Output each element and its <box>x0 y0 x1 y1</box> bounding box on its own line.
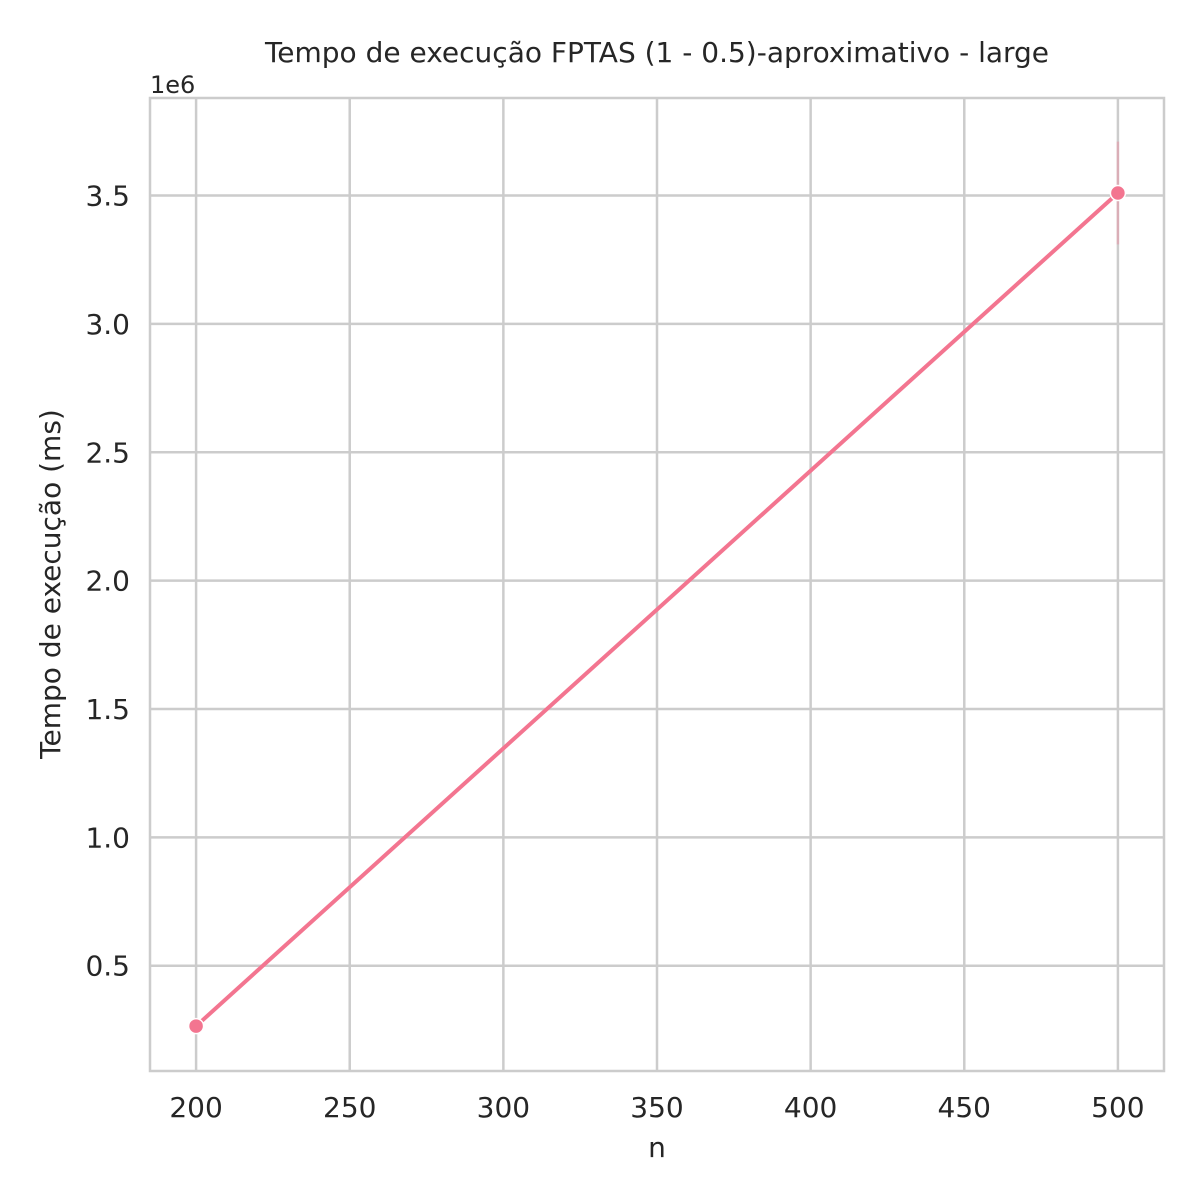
y-tick-label: 0.5 <box>85 950 130 983</box>
data-point <box>187 1017 205 1035</box>
plot-frame <box>148 96 1166 1073</box>
y-axis-label: Tempo de execução (ms) <box>34 409 67 760</box>
x-tick-label: 300 <box>477 1091 530 1124</box>
x-tick-label: 400 <box>784 1091 837 1124</box>
y-tick-label: 3.5 <box>85 180 130 213</box>
y-tick-label: 3.0 <box>85 308 130 341</box>
y-tick-label: 1.5 <box>85 693 130 726</box>
x-tick-label: 200 <box>169 1091 222 1124</box>
series-layer <box>187 141 1127 1035</box>
y-offset-label: 1e6 <box>150 71 195 99</box>
chart-title: Tempo de execução FPTAS (1 - 0.5)-aproxi… <box>264 36 1049 69</box>
grid-lines <box>150 98 1164 1071</box>
data-point <box>1109 184 1127 202</box>
y-tick-label: 2.5 <box>85 436 130 469</box>
y-tick-label: 2.0 <box>85 565 130 598</box>
x-tick-label: 500 <box>1091 1091 1144 1124</box>
y-tick-label: 1.0 <box>85 821 130 854</box>
tick-labels: 200 250 300 350 400 450 500 0.5 1.0 1.5 2.0 2.5 3.0 3… <box>85 180 1144 1124</box>
x-axis-label: n <box>648 1131 666 1164</box>
x-tick-label: 250 <box>323 1091 376 1124</box>
x-tick-label: 450 <box>938 1091 991 1124</box>
series-line <box>194 191 1120 1028</box>
x-tick-label: 350 <box>630 1091 683 1124</box>
